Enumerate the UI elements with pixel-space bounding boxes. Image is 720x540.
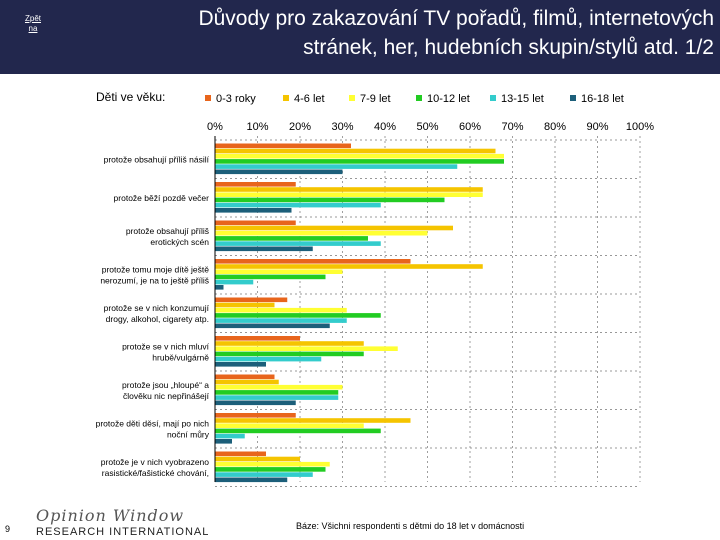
header-bar: Zpět na Důvody pro zakazování TV pořadů,… (0, 0, 720, 74)
legend-label-2: 4-6 let (294, 93, 325, 105)
bar-2-6 (215, 208, 292, 213)
bar-3-6 (215, 246, 313, 252)
x-tick-label-0: 0% (207, 121, 223, 133)
legend-swatch-2 (283, 95, 289, 101)
bar-3-4 (215, 236, 368, 241)
bar-5-1 (215, 297, 288, 303)
bar-4-5 (215, 279, 254, 285)
legend-swatch-6 (570, 95, 576, 101)
category-label-3: protože obsahují příliš erotických scén (126, 226, 209, 247)
category-label-9: protože je v nich vyobrazeno rasistické/f… (101, 457, 209, 478)
x-tick-label-10: 100% (626, 121, 654, 133)
bar-6-4 (215, 351, 364, 357)
bar-9-1 (215, 451, 266, 457)
bar-9-3 (215, 461, 330, 467)
bar-3-3 (215, 230, 428, 236)
category-label-2: protože běží pozdě večer (114, 193, 210, 203)
bar-8-3 (215, 423, 364, 428)
bar-8-4 (215, 428, 381, 434)
bar-5-2 (215, 302, 275, 308)
bar-8-6 (215, 439, 232, 444)
legend-label-6: 16-18 let (581, 93, 624, 105)
bar-9-4 (215, 467, 326, 472)
legend-title: Děti ve věku: (96, 90, 166, 104)
legend-label-1: 0-3 roky (216, 93, 256, 105)
legend-label-5: 13-15 let (501, 93, 544, 105)
bar-2-2 (215, 187, 483, 192)
bar-5-6 (215, 323, 330, 329)
bar-4-4 (215, 274, 326, 280)
category-label-8: protože děti děsí, mají po nich noční můr… (96, 418, 210, 439)
category-label-7: protože jsou „hloupé“ a člověku nic nepři… (122, 380, 210, 401)
bar-2-1 (215, 182, 296, 187)
category-label-4: protože tomu moje dítě ještě nerozumí, je… (100, 264, 209, 285)
category-label-1: protože obsahují příliš násilí (104, 154, 210, 164)
bar-8-5 (215, 433, 245, 439)
legend-swatch-1 (205, 95, 211, 101)
bar-6-3 (215, 346, 398, 351)
bar-1-6 (215, 169, 343, 175)
bar-7-1 (215, 374, 275, 380)
bar-6-2 (215, 341, 364, 346)
bar-4-1 (215, 259, 411, 264)
bar-7-6 (215, 400, 296, 406)
bar-5-5 (215, 318, 347, 323)
bar-9-6 (215, 477, 288, 483)
logo-text-bottom: RESEARCH INTERNATIONAL (36, 526, 210, 538)
bar-9-5 (215, 472, 313, 477)
bar-1-5 (215, 164, 458, 169)
legend-swatch-5 (490, 95, 496, 101)
bar-8-2 (215, 418, 411, 423)
bar-8-1 (215, 413, 296, 418)
bar-4-6 (215, 285, 224, 290)
legend-label-4: 10-12 let (427, 93, 470, 105)
category-label-5: protože se v nich konzumují drogy, alkoho… (104, 303, 210, 324)
legend-label-3: 7-9 let (360, 93, 391, 105)
bar-7-2 (215, 379, 279, 385)
x-tick-label-9: 90% (586, 121, 608, 133)
bar-7-4 (215, 390, 339, 395)
category-label-6: protože se v nich mluví hrubě/vulgárně (122, 341, 210, 362)
bar-3-2 (215, 225, 453, 231)
bar-5-3 (215, 307, 347, 313)
back-link[interactable]: Zpět na (24, 14, 41, 33)
bar-2-3 (215, 192, 483, 197)
bar-2-4 (215, 197, 445, 203)
bar-1-4 (215, 159, 504, 164)
logo-text-top: Opinion Window (36, 506, 185, 525)
base-note: Báze: Všichni respondenti s dětmi do 18 … (296, 521, 525, 531)
title-line-2: stránek, her, hudebních skupin/stylů atd… (303, 36, 714, 59)
bar-6-5 (215, 356, 322, 362)
bar-3-1 (215, 220, 296, 226)
bar-9-2 (215, 456, 300, 462)
bar-1-2 (215, 148, 496, 154)
bar-6-6 (215, 362, 266, 367)
x-tick-label-7: 70% (501, 121, 523, 133)
bar-4-3 (215, 269, 343, 274)
x-tick-label-3: 30% (331, 121, 353, 133)
bar-4-2 (215, 264, 483, 269)
x-tick-label-1: 10% (246, 121, 268, 133)
bar-7-3 (215, 384, 343, 390)
page-title: Důvody pro zakazování TV pořadů, filmů, … (68, 4, 714, 62)
bar-6-1 (215, 336, 300, 341)
bar-3-5 (215, 241, 381, 246)
bar-2-5 (215, 202, 381, 208)
bar-7-5 (215, 395, 339, 400)
x-tick-label-4: 40% (374, 121, 396, 133)
legend-swatch-3 (349, 95, 355, 101)
x-tick-label-2: 20% (289, 121, 311, 133)
x-tick-label-5: 50% (416, 121, 438, 133)
bar-5-4 (215, 313, 381, 318)
company-logo: Opinion Window RESEARCH INTERNATIONAL (36, 506, 209, 538)
legend-swatch-4 (416, 95, 422, 101)
bar-1-3 (215, 153, 504, 159)
x-tick-label-8: 80% (544, 121, 566, 133)
title-line-1: Důvody pro zakazování TV pořadů, filmů, … (198, 7, 714, 30)
x-tick-label-6: 60% (459, 121, 481, 133)
page-number: 9 (5, 524, 11, 534)
bar-1-1 (215, 143, 351, 149)
